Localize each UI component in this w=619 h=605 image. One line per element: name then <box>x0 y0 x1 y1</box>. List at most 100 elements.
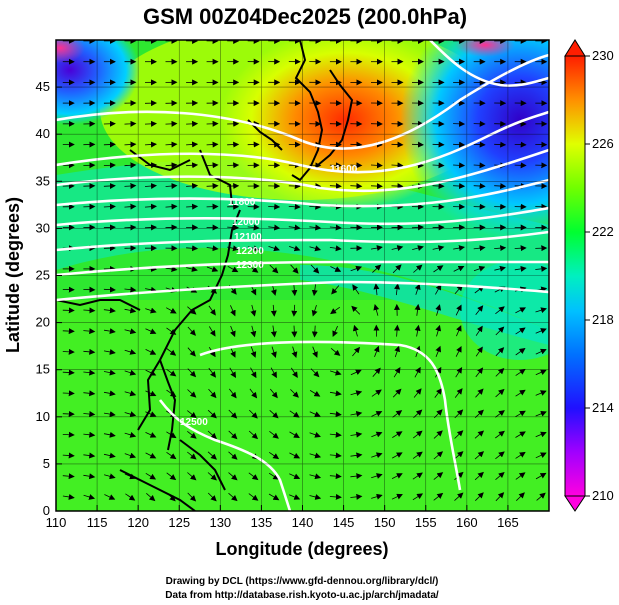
y-axis-label: Latitude (degrees) <box>3 197 23 353</box>
wind-arrow <box>473 162 486 169</box>
wind-arrow <box>144 183 157 189</box>
wind-arrow <box>166 368 177 377</box>
wind-arrow <box>433 265 444 273</box>
wind-arrow <box>248 430 259 440</box>
wind-arrow <box>103 162 116 169</box>
wind-arrow <box>83 452 96 459</box>
wind-arrow <box>515 451 526 459</box>
wind-arrow <box>124 203 137 210</box>
wind-arrow <box>350 390 363 397</box>
y-tick-label: 25 <box>36 268 50 283</box>
wind-arrow <box>207 492 217 502</box>
wind-arrow <box>228 388 237 399</box>
wind-arrow <box>414 324 421 337</box>
wind-arrow <box>473 141 486 148</box>
wind-arrow <box>391 183 404 190</box>
wind-arrow <box>62 493 75 500</box>
wind-arrow <box>494 265 506 272</box>
wind-arrow <box>309 494 322 500</box>
wind-arrow <box>332 325 338 338</box>
wind-arrow <box>474 471 484 481</box>
wind-arrow <box>144 224 157 231</box>
wind-arrow <box>268 451 280 460</box>
wind-arrow <box>391 224 404 231</box>
wind-arrow <box>350 141 363 148</box>
wind-arrow <box>515 307 526 314</box>
wind-arrow <box>475 346 483 357</box>
wind-arrow <box>165 120 178 127</box>
wind-arrow <box>83 431 96 438</box>
wind-arrow <box>495 347 505 357</box>
wind-arrow <box>289 452 301 459</box>
y-tick-label: 35 <box>36 173 50 188</box>
wind-arrow <box>103 431 116 438</box>
wind-arrow <box>370 183 383 190</box>
wind-arrow <box>186 141 199 148</box>
wind-arrow <box>124 224 137 231</box>
wind-arrow <box>495 326 505 336</box>
wind-arrow <box>473 245 486 252</box>
wind-arrow <box>250 346 257 358</box>
colorbar-tick-label: 222 <box>592 224 614 239</box>
wind-arrow <box>373 304 380 316</box>
x-tick-label: 155 <box>415 515 437 530</box>
wind-arrow <box>411 224 424 231</box>
wind-arrow <box>514 265 527 272</box>
wind-arrow <box>370 162 383 169</box>
wind-arrow <box>432 183 445 190</box>
wind-arrow <box>456 325 462 337</box>
colorbar-tick-label: 210 <box>592 488 614 503</box>
wind-arrow <box>103 203 116 210</box>
wind-arrow <box>329 245 342 252</box>
contour-label: 11800 <box>228 197 256 208</box>
wind-arrow <box>309 431 321 438</box>
colorbar-top-triangle <box>564 39 586 57</box>
wind-arrow <box>453 141 466 148</box>
wind-arrow <box>207 430 217 440</box>
wind-arrow <box>249 388 258 399</box>
wind-arrow <box>186 162 199 169</box>
wind-arrow <box>145 307 157 314</box>
wind-arrow <box>309 473 322 480</box>
wind-arrow <box>495 451 505 460</box>
wind-arrow <box>103 369 116 376</box>
wind-arrow <box>83 348 96 355</box>
wind-arrow <box>473 183 486 190</box>
wind-arrow <box>453 162 466 169</box>
wind-arrow <box>103 224 116 231</box>
wind-arrow <box>414 366 421 378</box>
wind-arrow <box>474 430 485 439</box>
wind-arrow <box>208 388 217 399</box>
y-tick-label: 30 <box>36 220 50 235</box>
wind-arrow <box>350 183 363 190</box>
wind-arrow <box>62 369 75 376</box>
wind-arrow <box>392 388 402 398</box>
wind-arrow <box>350 410 363 417</box>
wind-arrow <box>289 410 300 418</box>
wind-arrow <box>268 493 280 501</box>
wind-arrow <box>187 347 196 357</box>
wind-arrow <box>455 346 462 357</box>
wind-arrow <box>535 472 547 480</box>
wind-arrow <box>535 328 547 334</box>
wind-arrow <box>229 367 237 379</box>
wind-arrow <box>144 203 157 210</box>
wind-arrow <box>475 388 484 398</box>
wind-arrow <box>62 473 75 480</box>
wind-arrow <box>392 410 403 418</box>
wind-arrow <box>433 472 444 480</box>
wind-arrow <box>412 430 423 439</box>
wind-arrow <box>230 325 236 338</box>
wind-arrow <box>515 327 526 335</box>
x-tick-label: 135 <box>251 515 273 530</box>
wind-arrow <box>413 388 422 398</box>
wind-arrow <box>166 472 177 481</box>
wind-arrow <box>350 265 363 272</box>
wind-arrow <box>145 432 157 438</box>
wind-arrow <box>309 203 322 210</box>
colorbar-tick-label: 214 <box>592 400 614 415</box>
wind-arrow <box>125 493 136 501</box>
wind-arrow <box>83 328 96 335</box>
contour-label: 12500 <box>180 417 208 428</box>
wind-arrow <box>515 348 526 356</box>
